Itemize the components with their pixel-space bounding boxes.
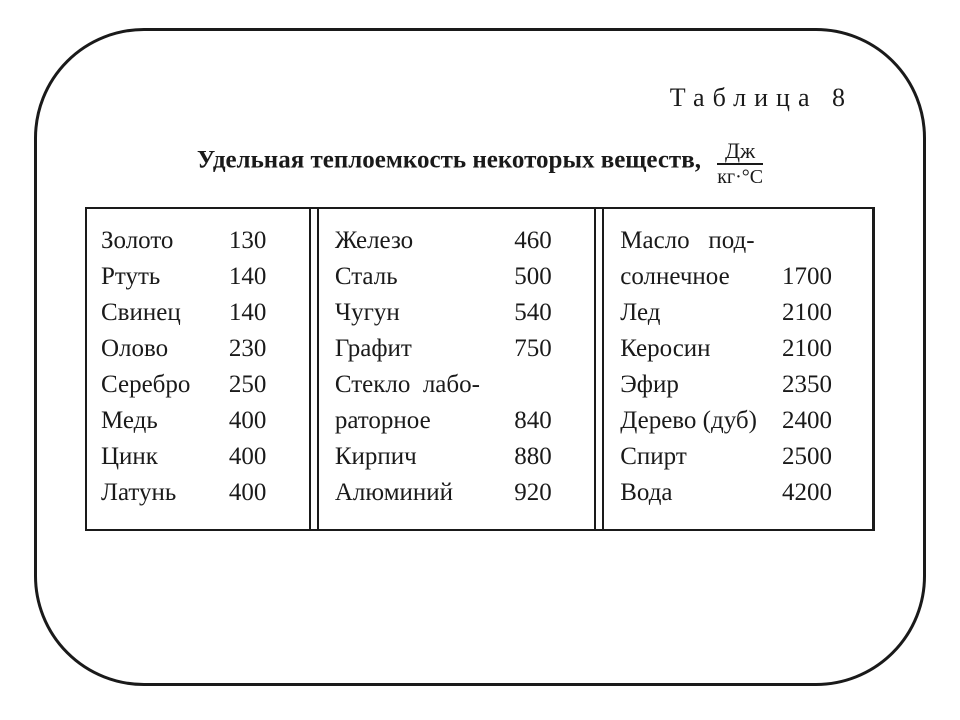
cell-value: 130 xyxy=(229,223,299,259)
column-group-1: Золото Ртуть Свинец Олово Серебро Медь Ц… xyxy=(87,209,309,529)
column-divider xyxy=(309,209,319,529)
caption-text: Удельная теплоемкость некоторых веществ, xyxy=(197,147,701,174)
column-group-3: Масло под- солнечное Лед Керосин Эфир Де… xyxy=(604,209,872,529)
cell-name: Медь xyxy=(101,403,229,439)
cell-value: 1700 xyxy=(782,259,862,295)
cell-value: 750 xyxy=(514,331,584,367)
cell-value: 400 xyxy=(229,475,299,511)
rounded-frame: Таблица 8 Удельная теплоемкость некоторы… xyxy=(34,28,926,686)
cell-value: 2500 xyxy=(782,439,862,475)
cell-name: Чугун xyxy=(335,295,514,331)
cell-name: Стекло лабо- xyxy=(335,367,514,403)
table-caption: Удельная теплоемкость некоторых веществ,… xyxy=(85,139,875,185)
cell-value xyxy=(782,223,862,259)
col2-names: Железо Сталь Чугун Графит Стекло лабо- р… xyxy=(319,223,514,511)
cell-name: Дерево (дуб) xyxy=(620,403,782,439)
cell-name: Цинк xyxy=(101,439,229,475)
cell-value: 500 xyxy=(514,259,584,295)
cell-name: Алюминий xyxy=(335,475,514,511)
cell-name: Вода xyxy=(620,475,782,511)
cell-name: Лед xyxy=(620,295,782,331)
cell-value: 230 xyxy=(229,331,299,367)
cell-name: Спирт xyxy=(620,439,782,475)
unit-numerator: Дж xyxy=(717,141,763,165)
cell-value: 840 xyxy=(514,403,584,439)
cell-name: Ртуть xyxy=(101,259,229,295)
cell-name: Серебро xyxy=(101,367,229,403)
cell-value: 2400 xyxy=(782,403,862,439)
cell-value: 920 xyxy=(514,475,584,511)
cell-value: 400 xyxy=(229,439,299,475)
column-divider xyxy=(594,209,604,529)
cell-name: раторное xyxy=(335,403,514,439)
unit-denominator: кг·°С xyxy=(717,165,763,187)
col3-names: Масло под- солнечное Лед Керосин Эфир Де… xyxy=(604,223,782,511)
col1-values: 130 140 140 230 250 400 400 400 xyxy=(229,223,309,511)
cell-value: 2350 xyxy=(782,367,862,403)
cell-value xyxy=(514,367,584,403)
cell-name: Золото xyxy=(101,223,229,259)
cell-name: Олово xyxy=(101,331,229,367)
table-number-label: Таблица 8 xyxy=(85,83,853,113)
col1-names: Золото Ртуть Свинец Олово Серебро Медь Ц… xyxy=(87,223,229,511)
cell-value: 460 xyxy=(514,223,584,259)
cell-value: 540 xyxy=(514,295,584,331)
cell-name: солнечное xyxy=(620,259,782,295)
cell-name: Свинец xyxy=(101,295,229,331)
cell-value: 880 xyxy=(514,439,584,475)
cell-name: Графит xyxy=(335,331,514,367)
cell-value: 140 xyxy=(229,259,299,295)
cell-name: Эфир xyxy=(620,367,782,403)
cell-value: 4200 xyxy=(782,475,862,511)
cell-value: 250 xyxy=(229,367,299,403)
col3-values: 1700 2100 2100 2350 2400 2500 4200 xyxy=(782,223,872,511)
cell-name: Сталь xyxy=(335,259,514,295)
cell-name: Кирпич xyxy=(335,439,514,475)
column-group-2: Железо Сталь Чугун Графит Стекло лабо- р… xyxy=(319,209,594,529)
col2-values: 460 500 540 750 840 880 920 xyxy=(514,223,594,511)
cell-value: 2100 xyxy=(782,331,862,367)
cell-name: Железо xyxy=(335,223,514,259)
cell-name: Латунь xyxy=(101,475,229,511)
cell-value: 140 xyxy=(229,295,299,331)
data-table: Золото Ртуть Свинец Олово Серебро Медь Ц… xyxy=(85,207,875,531)
unit-fraction: Дж кг·°С xyxy=(717,141,763,187)
cell-value: 400 xyxy=(229,403,299,439)
cell-name: Керосин xyxy=(620,331,782,367)
cell-name: Масло под- xyxy=(620,223,782,259)
cell-value: 2100 xyxy=(782,295,862,331)
